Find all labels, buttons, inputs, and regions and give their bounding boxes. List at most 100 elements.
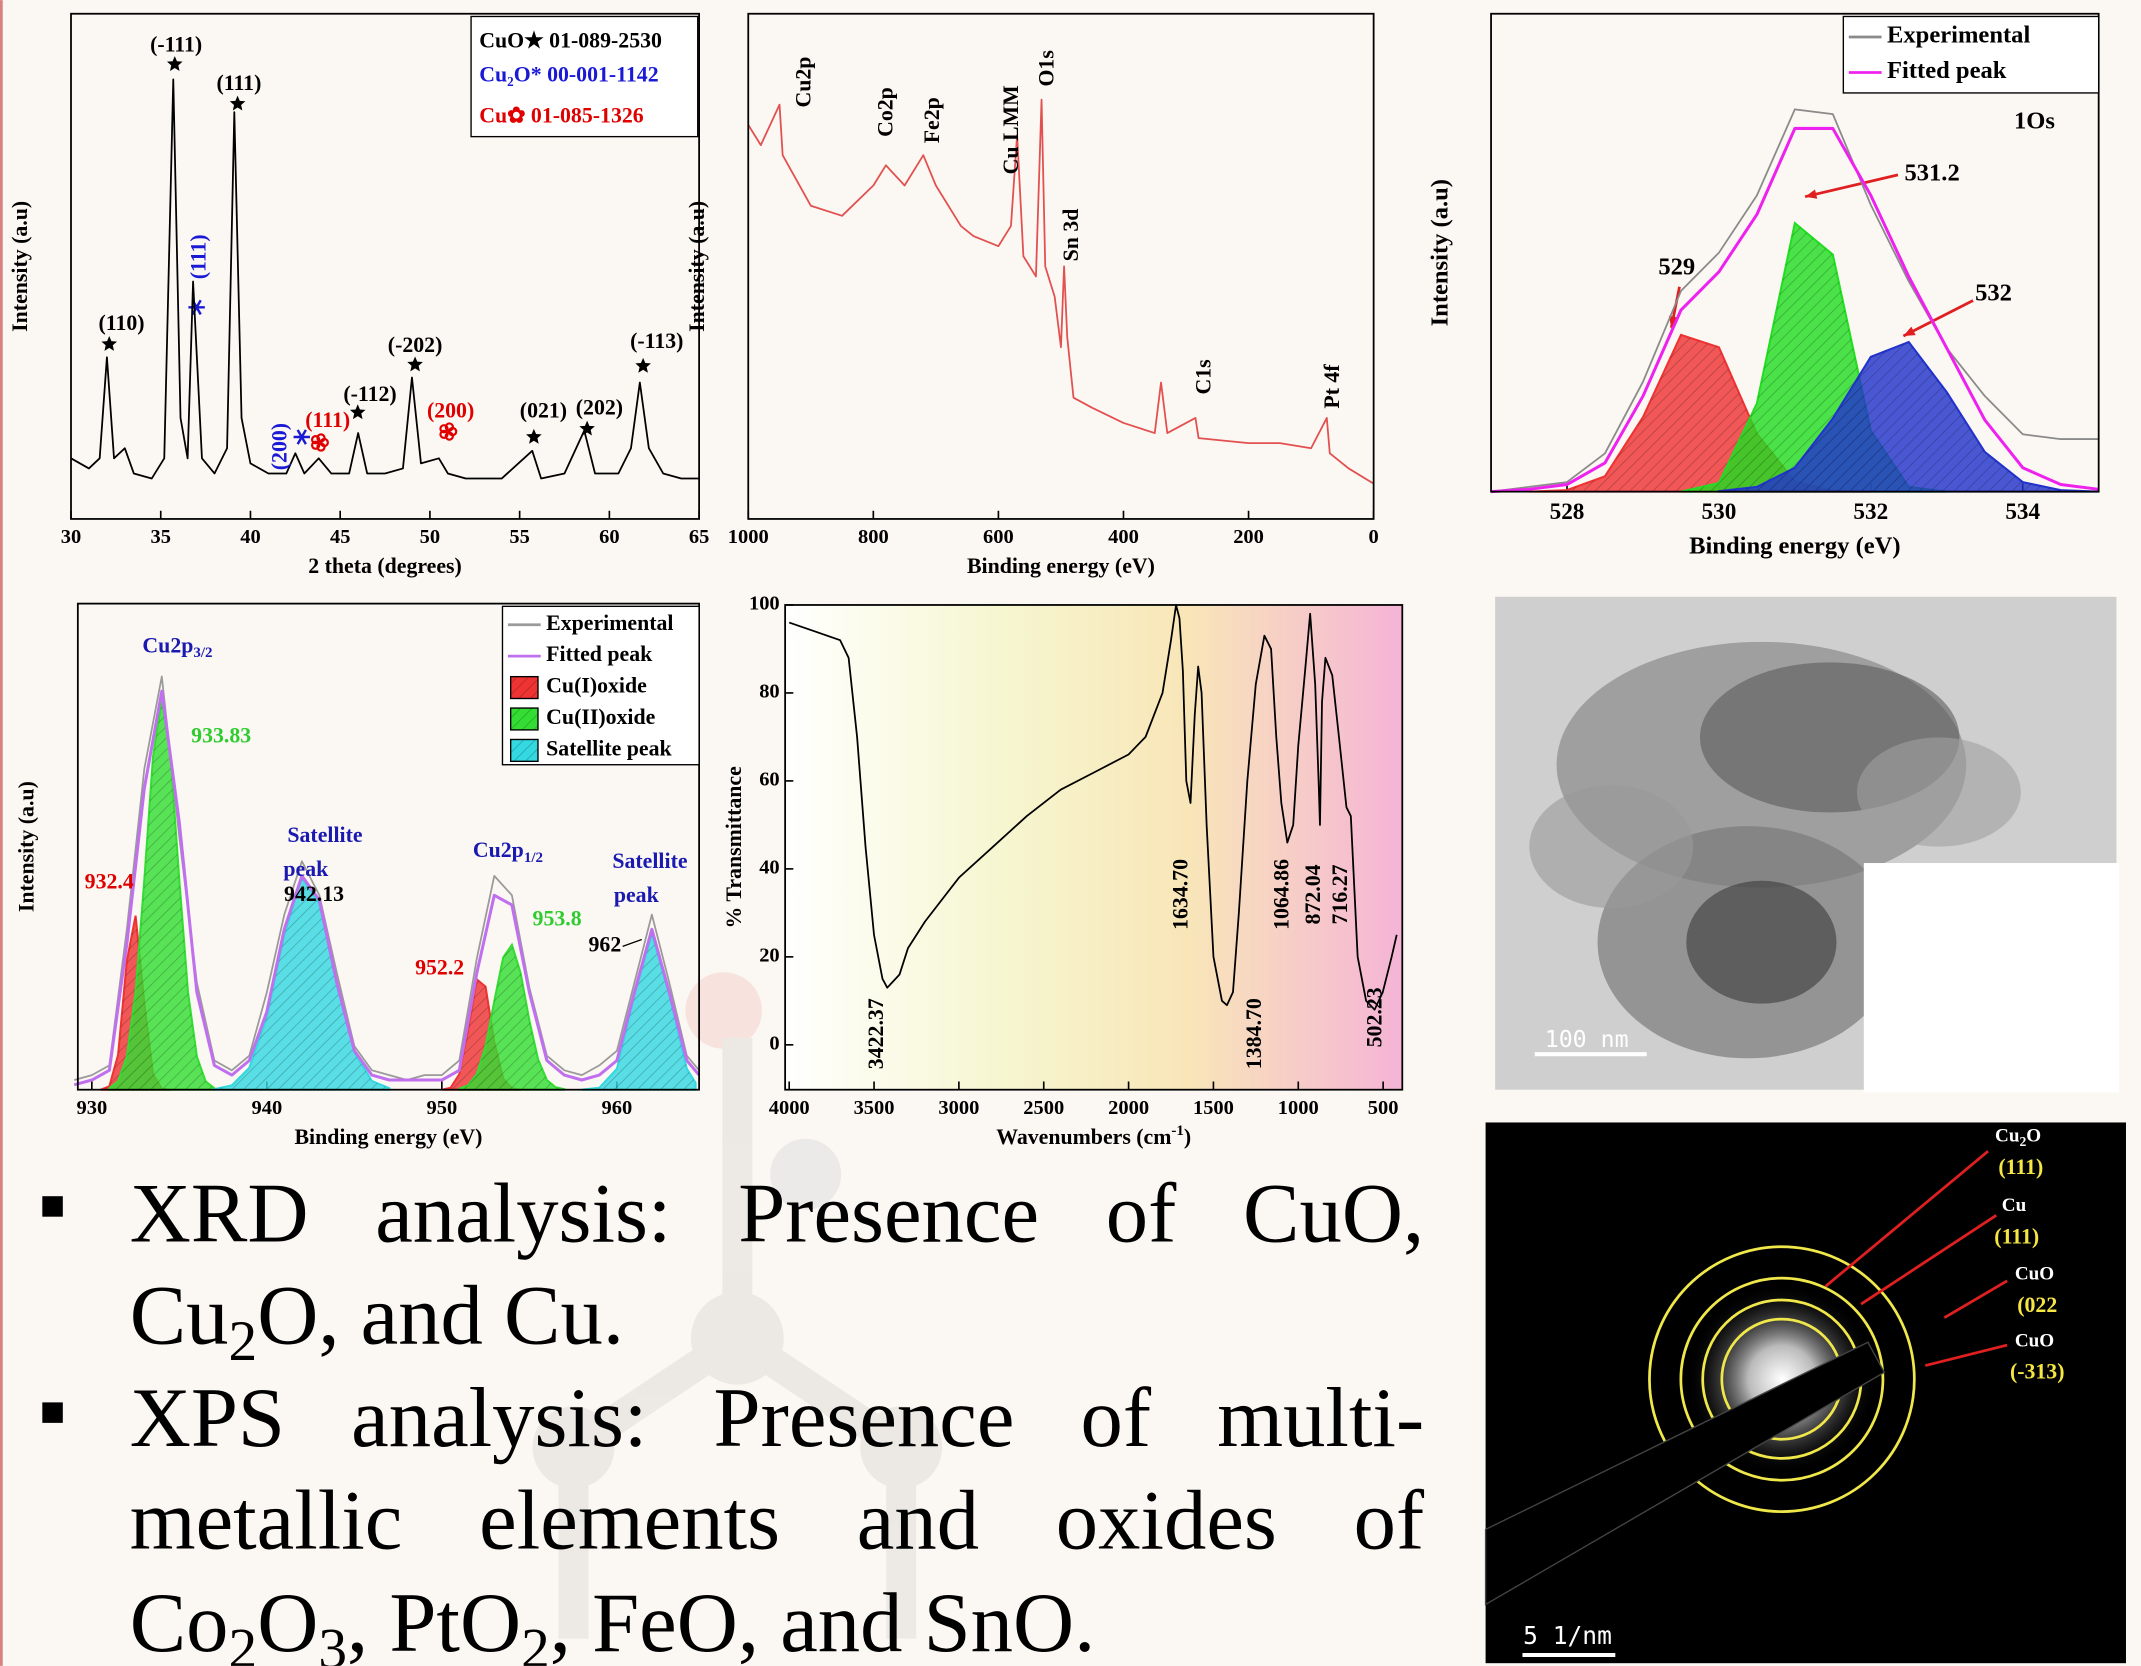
x-tick-label: 400 — [1108, 526, 1139, 548]
x-tick-label: 530 — [1702, 499, 1737, 525]
x-axis-label: Binding energy (eV) — [967, 554, 1155, 578]
annotation: Cu2p — [792, 57, 816, 108]
x-axis-label-text: Binding energy (eV) — [1689, 532, 1901, 559]
x-tick-label: 534 — [2005, 499, 2040, 525]
x-axis-label-sup: -1 — [1171, 1123, 1184, 1139]
inset-background — [1864, 863, 2119, 1092]
x-tick-label: 35 — [150, 526, 170, 548]
x-tick-label: 1000 — [1278, 1097, 1319, 1119]
annotation: peak — [283, 857, 329, 881]
bullet-subscript: 2 — [229, 1311, 258, 1374]
annotation: Satellite — [612, 849, 687, 873]
x-tick-label: 30 — [61, 526, 81, 548]
x-tick-label: 3000 — [938, 1097, 979, 1119]
legend-swatch-hatch — [511, 739, 538, 761]
annotation: Pt 4f — [1320, 364, 1344, 409]
annotation: 872.04 — [1301, 864, 1325, 924]
annotation: (202) — [576, 396, 623, 420]
phase-label: Cu — [2002, 1196, 2027, 1217]
annotation: Fe2p — [920, 97, 944, 143]
bullet-subscript: 2 — [229, 1618, 258, 1666]
legend-swatch-hatch — [511, 708, 538, 730]
x-axis-label-text: Binding energy (eV) — [294, 1125, 482, 1149]
annotation: (-111) — [150, 33, 202, 57]
bullet: XRD analysis: Presence of CuO, Cu2O, and… — [130, 1163, 1424, 1368]
y-tick-label: 20 — [759, 945, 779, 967]
x-tick-label: 600 — [983, 526, 1014, 548]
y-tick-label: 60 — [759, 769, 779, 791]
legend-swatch-hatch — [511, 677, 538, 699]
x-tick-label: 40 — [240, 526, 260, 548]
x-tick-label: 45 — [330, 526, 350, 548]
legend-label: Cu(II)oxide — [546, 705, 655, 729]
x-tick-label: 0 — [1369, 526, 1379, 548]
bullet-text: O — [257, 1577, 318, 1666]
plane-label: (022 — [2017, 1293, 2057, 1317]
annotation: (-113) — [630, 329, 683, 353]
bullet: XPS analysis: Presence of multi-metallic… — [130, 1368, 1424, 1666]
annotation: 952.2 — [415, 956, 464, 980]
saed-scale-label: 5 1/nm — [1523, 1621, 1612, 1650]
bullet-list: XRD analysis: Presence of CuO, Cu2O, and… — [130, 1163, 1424, 1665]
annotation: 532 — [1975, 280, 2012, 307]
bullet-area: XRD analysis: Presence of CuO, Cu2O, and… — [130, 1163, 1424, 1665]
x-tick-label: 60 — [599, 526, 619, 548]
x-tick-label: 930 — [76, 1097, 107, 1119]
x-tick-label: 528 — [1550, 499, 1585, 525]
y-tick-label: 0 — [769, 1033, 779, 1055]
annotation: (200) — [267, 423, 291, 470]
annotation: C1s — [1192, 359, 1216, 394]
x-axis-label-text: Wavenumbers (cm — [996, 1125, 1171, 1149]
annotation: CuO★ 01-089-2530 — [479, 28, 662, 52]
x-tick-label: 50 — [420, 526, 440, 548]
bullet-text: O, and Cu. — [257, 1270, 624, 1363]
annotation: 933.83 — [191, 723, 251, 747]
x-tick-label: 2500 — [1023, 1097, 1064, 1119]
annotation: 529 — [1658, 254, 1695, 281]
x-tick-label: 65 — [689, 526, 709, 548]
phase-text: CuO — [2015, 1264, 2054, 1285]
x-tick-label: 3500 — [854, 1097, 895, 1119]
phase-text: Cu — [2002, 1196, 2027, 1217]
plane-label: (-313) — [2010, 1360, 2065, 1384]
chart: 4000350030002500200015001000500020406080… — [722, 593, 1402, 1149]
bullet-text: , PtO — [347, 1577, 521, 1666]
y-tick-label: 40 — [759, 857, 779, 879]
tem-scale-label: 100 nm — [1545, 1026, 1629, 1053]
y-axis-label: % Transmittance — [722, 766, 746, 929]
annotation: 3422.37 — [864, 998, 888, 1069]
x-tick-label: 940 — [251, 1097, 282, 1119]
x-axis-label: Binding energy (eV) — [294, 1125, 482, 1149]
phase-text: Cu — [1995, 1126, 2020, 1147]
x-axis-label: 2 theta (degrees) — [308, 554, 462, 578]
annotation: 531.2 — [1904, 160, 1959, 187]
y-axis-label: Intensity (a.u) — [1427, 179, 1454, 326]
bullet-marker — [42, 1196, 62, 1216]
annotation: 716.27 — [1328, 864, 1352, 924]
y-axis-label: Intensity (a.u) — [15, 781, 39, 912]
annotation-sub: 3/2 — [193, 646, 212, 662]
annotation: 932.4 — [85, 870, 134, 894]
y-axis-label: Intensity (a.u) — [8, 201, 32, 332]
annotation: 942.13 — [284, 882, 344, 906]
page: { "chart_data": [ {"type": "line", "x_la… — [0, 0, 2141, 1666]
phase-label: CuO — [2015, 1264, 2054, 1285]
annotation: 953.8 — [533, 906, 582, 930]
annotation: (111) — [187, 234, 211, 279]
phase-label: CuO — [2015, 1331, 2054, 1352]
x-tick-label: 4000 — [769, 1097, 810, 1119]
legend-label: Experimental — [546, 611, 673, 635]
x-axis-label-text: 2 theta (degrees) — [308, 554, 462, 578]
x-tick-label: 1500 — [1193, 1097, 1234, 1119]
bullet-text: , FeO, and SnO. — [550, 1577, 1096, 1666]
bullet-subscript: 2 — [521, 1618, 550, 1666]
annotation-sub: 1/2 — [524, 850, 543, 866]
legend-label: Experimental — [1887, 22, 2030, 49]
plane-label: (111) — [1998, 1155, 2043, 1179]
annotation-text: Cu2p — [473, 838, 524, 862]
x-tick-label: 200 — [1233, 526, 1264, 548]
phase-end: O — [2026, 1126, 2041, 1147]
annotation: Co2p — [874, 87, 898, 137]
x-axis-label-end: ) — [1184, 1125, 1191, 1149]
x-tick-label: 532 — [1853, 499, 1888, 525]
